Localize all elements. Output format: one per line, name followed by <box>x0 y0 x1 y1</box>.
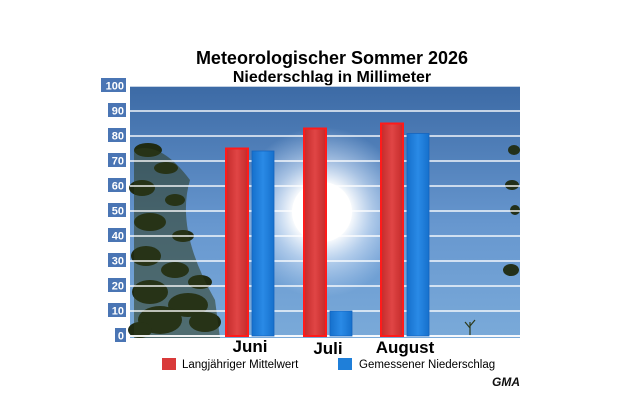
y-tick-label: 50 <box>112 206 124 218</box>
y-tick-label: 60 <box>112 181 124 193</box>
y-tick-label: 20 <box>112 281 124 293</box>
category-label: August <box>376 338 435 357</box>
legend-label: Langjähriger Mittelwert <box>182 359 299 371</box>
y-tick-badge <box>108 253 126 267</box>
chart-subtitle: Niederschlag in Millimeter <box>233 69 431 86</box>
y-tick-badge <box>108 153 126 167</box>
tree-foliage-right <box>503 145 520 276</box>
legend-label: Gemessener Niederschlag <box>359 359 495 371</box>
y-tick-badge <box>108 128 126 142</box>
y-tick-badge <box>115 328 126 342</box>
y-tick-label: 70 <box>112 156 124 168</box>
legend-swatch <box>338 358 352 370</box>
bar-mittelwert-juni <box>225 147 249 337</box>
bar-gemessen-juni <box>251 150 275 337</box>
chart-title: Meteorologischer Sommer 2026 <box>196 48 468 68</box>
y-tick-badge <box>108 228 126 242</box>
y-tick-label: 90 <box>112 106 124 118</box>
bar-mittelwert-august <box>380 122 404 337</box>
y-tick-label: 100 <box>106 81 124 93</box>
small-plant <box>464 319 476 336</box>
gma-logo: GMA <box>492 375 520 389</box>
y-tick-label: 30 <box>112 256 124 268</box>
bar-gemessen-august <box>406 133 430 337</box>
y-tick-badge <box>108 203 126 217</box>
bar-mittelwert-juli <box>303 127 327 337</box>
y-tick-badge <box>108 303 126 317</box>
y-tick-badge <box>108 278 126 292</box>
category-label: Juni <box>233 337 268 356</box>
legend-swatch <box>162 358 176 370</box>
y-tick-label: 0 <box>118 331 124 343</box>
bar-gemessen-juli <box>329 310 353 337</box>
y-tick-label: 10 <box>112 306 124 318</box>
y-tick-label: 40 <box>112 231 124 243</box>
y-tick-badge <box>108 178 126 192</box>
category-label: Juli <box>313 339 342 358</box>
y-tick-badge <box>108 103 126 117</box>
y-tick-label: 80 <box>112 131 124 143</box>
y-tick-badge <box>101 78 126 92</box>
